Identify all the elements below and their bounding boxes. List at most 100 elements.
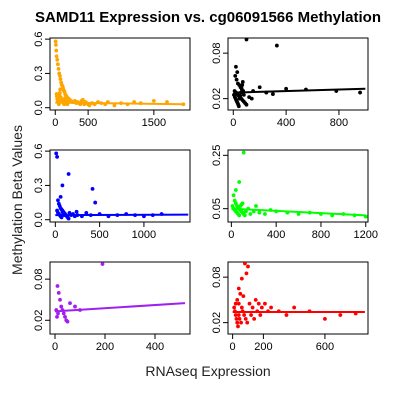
data-point [240,83,245,87]
data-point [240,201,245,206]
data-point [234,64,238,69]
panel-frame [49,149,191,223]
x-tick-label: 0 [52,229,58,241]
data-point [292,305,297,310]
x-tick-label: 1500 [142,117,166,129]
data-point [284,313,289,317]
data-point [80,97,85,102]
data-point [237,316,242,321]
data-point [244,271,249,276]
data-point [68,301,72,306]
data-point [235,70,240,75]
data-point [263,301,267,306]
x-tick-label: 600 [316,341,334,353]
y-tick-label: 0.02 [211,312,223,333]
regression-line [54,302,186,313]
data-point [236,286,241,291]
data-point [59,304,64,309]
data-point [323,316,327,321]
data-point [60,183,65,188]
data-point [274,43,279,48]
data-point [234,316,239,321]
data-point [58,87,63,92]
data-point [258,313,263,317]
data-point [256,301,261,306]
data-point [55,284,60,288]
data-point [55,62,60,67]
x-tick-label: 0 [52,117,58,129]
data-point [257,85,262,90]
data-point [56,311,60,316]
panel-5: 0 200 400 0.02 0.08 [33,261,191,353]
data-point [242,213,247,218]
x-tick-label: 200 [96,341,114,353]
data-point [65,319,70,324]
y-tick-label: 0.25 [211,145,223,166]
data-point [74,209,79,214]
panel-6: 0 200 600 0.02 0.08 [211,261,369,353]
data-point [56,290,61,295]
panel-4: 0 400 800 1200 0.05 0.25 [211,145,378,241]
data-point [53,39,58,44]
data-point [284,86,289,91]
x-tick-label: 0 [228,229,234,241]
panel-frame [227,149,369,223]
data-point [57,73,62,78]
x-tick-label: 1000 [132,229,156,241]
data-point [236,301,241,306]
y-tick-label: 0.3 [33,178,45,193]
panel-frame [227,37,369,111]
data-point [263,212,267,216]
regression-line [55,213,189,217]
y-axis-label: Methylation Beta Values [9,125,25,275]
data-point [240,80,245,84]
x-axis-label: RNAseq Expression [145,363,270,379]
data-point [241,294,246,299]
data-point [55,154,59,159]
x-tick-label: 1200 [354,229,378,241]
data-point [243,262,247,266]
data-point [236,324,240,329]
data-point [259,305,264,310]
data-point [55,57,60,62]
panel-3: 0 500 1000 0.0 0.3 0.6 [33,143,191,241]
data-point [236,104,241,109]
data-point [233,73,238,78]
panels-group: 0 500 1500 0.0 0.3 0.6 0 400 800 0.02 0.08 0 500 1000… [33,31,378,353]
data-point [252,316,257,321]
data-point [55,314,59,319]
data-point [61,311,66,316]
x-tick-label: 400 [277,117,295,129]
data-point [165,100,169,104]
data-point [253,297,258,302]
regression-line [231,207,366,217]
data-point [244,38,249,42]
y-tick-label: 0.08 [33,268,45,289]
data-point [54,54,59,59]
data-point [237,180,242,184]
x-tick-label: 800 [312,229,330,241]
data-point [249,313,253,317]
data-point [239,305,244,310]
data-point [54,151,59,156]
data-point [241,92,246,97]
data-point [248,212,253,216]
data-point [244,102,249,107]
data-point [66,172,71,176]
data-point [338,313,343,317]
data-point [84,210,89,215]
regression-line [55,101,184,106]
panel-marks [54,151,189,221]
data-point [245,320,250,325]
data-point [63,314,67,319]
data-point [254,204,258,208]
y-tick-label: 0.3 [33,66,45,81]
data-point [90,186,95,191]
data-point [257,210,262,215]
data-point [239,86,244,90]
data-point [249,96,254,101]
data-point [235,297,240,302]
data-point [250,305,255,310]
data-point [233,301,238,306]
panel-marks [53,39,186,108]
